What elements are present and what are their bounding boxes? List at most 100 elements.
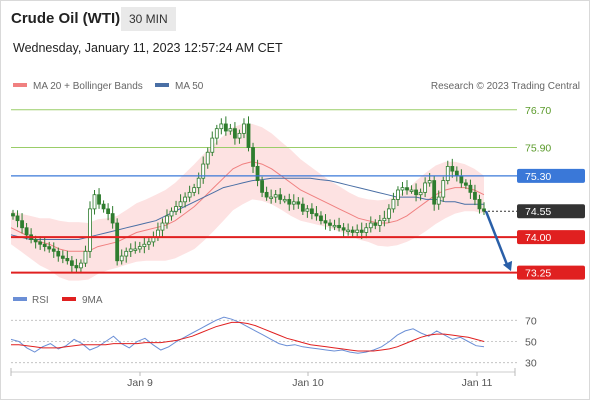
ma50-legend-label: MA 50 (175, 81, 204, 92)
candle-body (192, 187, 197, 193)
candle-body (255, 166, 260, 181)
candle-body (364, 227, 369, 233)
candle-body (233, 128, 237, 139)
rsi-tick-label: 70 (525, 315, 537, 327)
candle-body (106, 208, 111, 214)
candle-body (160, 222, 165, 231)
candle-body (146, 241, 151, 245)
ma9-legend-swatch (62, 297, 76, 301)
candle-body (414, 189, 418, 196)
price-tag-bg (517, 265, 585, 280)
ma20-legend-swatch (13, 83, 27, 87)
candle-body (15, 215, 20, 222)
rsi-line (10, 316, 485, 354)
candle-body (409, 189, 414, 192)
candle-body (468, 184, 473, 193)
candle-body (427, 180, 432, 184)
candle-body (359, 229, 364, 233)
candle-body (246, 123, 251, 148)
ma20-legend-label: MA 20 + Bollinger Bands (33, 81, 143, 92)
candle-body (310, 208, 314, 214)
x-tick-label: Jan 9 (127, 377, 153, 389)
price-plot-area: 76.70 75.90 75.30 74.55 74.00 73.25 (10, 105, 585, 281)
candle-body (405, 187, 409, 191)
candle-body (463, 182, 468, 186)
candle-body (242, 123, 246, 134)
candle-body (47, 246, 52, 250)
candle-body (38, 241, 43, 245)
rsi-plot-area: 30 50 70 (10, 315, 537, 370)
bollinger-band (11, 123, 484, 281)
candle-body (33, 239, 38, 243)
candle-body (88, 208, 92, 252)
ma9-legend-label: 9MA (82, 295, 103, 306)
candle-body (196, 177, 201, 189)
candle-body (169, 210, 174, 217)
rsi-legend-swatch (13, 297, 27, 301)
candle-body (11, 213, 15, 217)
candle-body (56, 250, 61, 257)
price-level-label: 75.30 (525, 171, 551, 183)
candle-body (174, 206, 178, 212)
candle-body (278, 194, 283, 200)
candle-body (459, 175, 464, 184)
candle-body (300, 203, 305, 212)
candle-body (187, 191, 192, 198)
candle-body (210, 137, 215, 153)
candle-body (328, 222, 332, 226)
candle-body (273, 194, 278, 198)
candle-body (83, 250, 88, 264)
candle-body (205, 151, 210, 165)
candle-body (133, 248, 138, 251)
candle-body (291, 201, 296, 205)
candle-body (396, 189, 400, 200)
candle-body (101, 203, 106, 210)
price-level-label: 75.90 (525, 143, 551, 155)
price-level-label: 73.25 (525, 268, 551, 280)
price-level-label: 74.00 (525, 232, 551, 244)
chart-credit: Research © 2023 Trading Central (431, 81, 580, 92)
candle-body (445, 166, 450, 181)
timeframe-badge[interactable]: 30 MIN (121, 7, 176, 31)
candle-body (92, 194, 97, 210)
candle-body (20, 220, 24, 229)
candle-body (201, 163, 206, 179)
candle-body (441, 180, 446, 198)
candle-body (237, 132, 242, 139)
candle-body (296, 201, 301, 205)
rsi-ma-line (11, 321, 485, 352)
projection-arrow (484, 210, 510, 268)
candle-body (269, 196, 274, 199)
x-tick-label: Jan 10 (292, 377, 324, 389)
price-tag-bg (517, 168, 585, 183)
candle-body (264, 191, 269, 198)
candle-body (436, 196, 441, 205)
candle-body (124, 250, 129, 257)
candle-body (251, 147, 255, 167)
candle-body (42, 243, 47, 248)
candle-body (323, 220, 328, 224)
x-axis: Jan 9 Jan 10 Jan 11 (10, 368, 516, 389)
candle-body (332, 224, 337, 228)
candle-body (223, 123, 228, 132)
candle-body (137, 246, 142, 250)
rsi-legend-label: RSI (32, 295, 49, 306)
candle-body (178, 201, 183, 207)
candle-body (432, 180, 437, 205)
candle-body (97, 194, 101, 205)
candle-body (260, 180, 264, 193)
candle-body (282, 199, 287, 202)
candle-body (65, 258, 70, 262)
candle-body (337, 224, 341, 229)
projection-arrow-head (502, 260, 513, 272)
candle-body (287, 199, 292, 205)
candle-body (51, 248, 56, 252)
candle-body (156, 229, 160, 238)
price-level-label: 74.55 (525, 206, 551, 218)
candle-body (373, 222, 378, 226)
candle-body (228, 128, 233, 132)
candle-body (24, 227, 29, 236)
candle-body (418, 191, 423, 196)
candle-body (350, 229, 355, 233)
